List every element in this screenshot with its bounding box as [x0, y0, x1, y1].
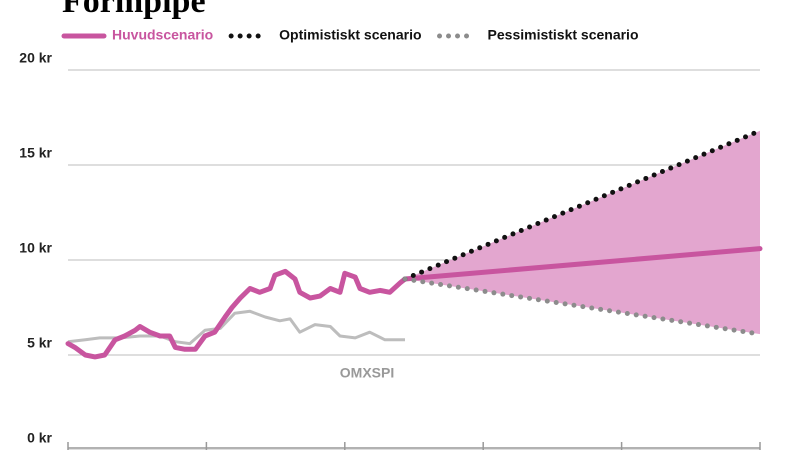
series-line [65, 246, 763, 360]
legend-label: Huvudscenario [112, 27, 213, 43]
y-tick-label: 15 kr [19, 145, 52, 161]
legend-label: Pessimistiskt scenario [488, 27, 639, 43]
legend-label: Optimistiskt scenario [279, 27, 421, 43]
y-tick-label: 20 kr [19, 50, 52, 66]
y-tick-label: 0 kr [27, 430, 52, 446]
series-label: OMXSPI [340, 365, 394, 381]
y-tick-label: 5 kr [27, 335, 52, 351]
series-line [67, 309, 405, 346]
chart-title: Formpipe [62, 0, 206, 20]
scenario-band [405, 130, 760, 335]
y-tick-label: 10 kr [19, 240, 52, 256]
series-line [402, 276, 763, 337]
series-line [402, 128, 763, 282]
